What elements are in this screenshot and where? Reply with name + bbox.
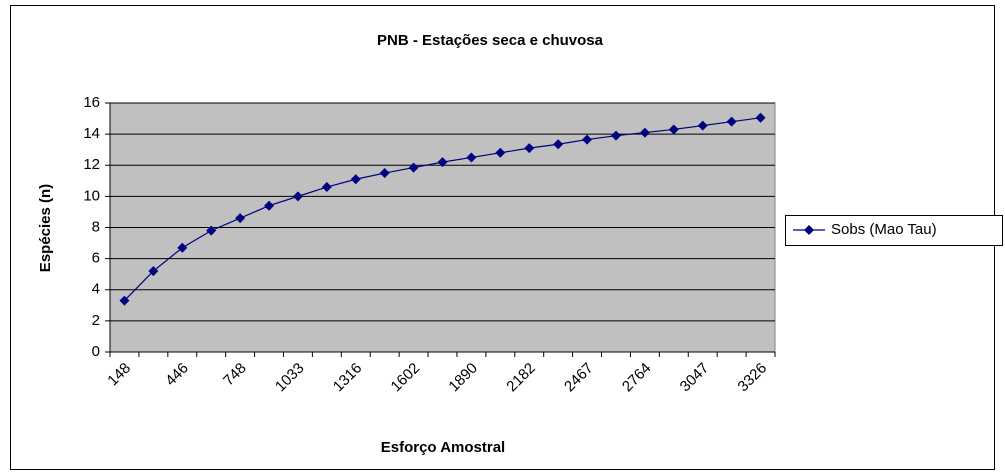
data-point: [697, 120, 708, 131]
data-point: [639, 127, 650, 138]
data-point: [524, 143, 535, 154]
data-point: [177, 242, 188, 253]
y-tick-label: 16: [83, 94, 100, 111]
y-tick-label: 10: [83, 187, 100, 204]
data-point: [350, 174, 361, 185]
y-tick-label: 12: [83, 156, 100, 173]
data-point: [264, 200, 275, 211]
data-point: [148, 266, 159, 277]
data-point: [610, 130, 621, 141]
legend-label: Sobs (Mao Tau): [831, 221, 937, 238]
data-point: [292, 191, 303, 202]
y-axis-label: Espécies (n): [37, 184, 54, 272]
data-point: [437, 157, 448, 168]
y-tick-label: 14: [83, 125, 100, 142]
y-tick-label: 2: [92, 312, 100, 329]
data-point: [235, 213, 246, 224]
data-point: [726, 116, 737, 127]
data-point: [321, 182, 332, 193]
x-axis-label: Esforço Amostral: [381, 439, 505, 456]
y-tick-label: 6: [92, 250, 100, 267]
data-point: [668, 124, 679, 135]
y-tick-label: 4: [92, 281, 100, 298]
data-point: [495, 147, 506, 158]
data-point: [119, 295, 130, 306]
y-tick-label: 0: [92, 343, 100, 360]
data-point: [408, 162, 419, 173]
data-point: [755, 112, 766, 123]
legend-marker: [804, 225, 814, 235]
y-tick-label: 8: [92, 218, 100, 235]
data-point: [206, 225, 217, 236]
data-point: [553, 139, 564, 150]
chart-title: PNB - Estações seca e chuvosa: [377, 32, 604, 49]
data-point: [582, 134, 593, 145]
data-point: [379, 168, 390, 179]
data-point: [466, 152, 477, 163]
